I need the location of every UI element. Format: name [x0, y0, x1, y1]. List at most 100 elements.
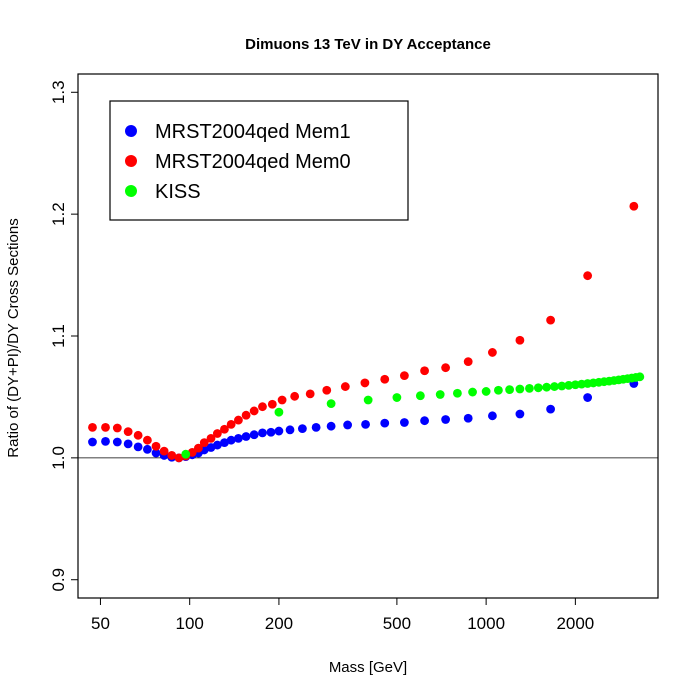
data-point: [305, 389, 315, 399]
chart-title: Dimuons 13 TeV in DY Acceptance: [245, 36, 491, 53]
data-point: [533, 383, 543, 393]
data-point: [88, 422, 97, 432]
data-point: [546, 404, 555, 414]
y-tick-label: 1.3: [49, 80, 68, 104]
data-point: [635, 372, 645, 382]
data-point: [441, 415, 451, 424]
data-point: [343, 420, 353, 430]
data-point: [435, 390, 445, 399]
data-point: [583, 393, 593, 402]
data-point: [546, 315, 555, 325]
data-point: [481, 387, 491, 396]
legend-marker: [125, 185, 137, 197]
x-axis: 50 100 200 500 1000 2000: [91, 598, 594, 633]
y-tick-label: 1.0: [49, 446, 68, 470]
data-point: [550, 382, 559, 391]
data-point: [151, 448, 161, 458]
data-point: [112, 437, 122, 447]
legend-items: MRST2004qed Mem1 MRST2004qed Mem0 KISS: [125, 121, 351, 203]
data-point: [452, 388, 462, 398]
data-point: [340, 382, 350, 391]
data-point: [311, 422, 321, 432]
data-point: [151, 441, 161, 451]
data-point: [234, 415, 243, 425]
data-point: [326, 399, 336, 409]
x-tick-label: 100: [175, 614, 203, 633]
data-point: [420, 366, 429, 376]
data-point: [441, 363, 451, 373]
data-point: [380, 418, 390, 428]
x-tick-label: 1000: [467, 614, 505, 633]
data-point: [193, 443, 203, 453]
data-point: [258, 402, 267, 412]
legend: MRST2004qed Mem1 MRST2004qed Mem0 KISS: [109, 100, 409, 221]
data-point: [142, 444, 152, 454]
data-point: [468, 387, 477, 397]
legend-box: [109, 100, 409, 221]
data-point: [241, 410, 251, 420]
data-point: [174, 453, 184, 463]
data-point: [88, 437, 97, 447]
data-point: [415, 391, 425, 401]
data-point: [420, 416, 429, 426]
data-point: [142, 435, 152, 445]
data-point: [399, 418, 409, 427]
data-point: [380, 374, 390, 384]
data-point: [267, 399, 277, 409]
data-point: [583, 271, 593, 281]
series-kiss: [181, 372, 645, 459]
data-point: [525, 384, 534, 393]
x-tick-label: 2000: [556, 614, 594, 633]
data-point: [241, 432, 251, 441]
data-point: [101, 422, 110, 432]
legend-label: MRST2004qed Mem1: [155, 121, 351, 143]
data-point: [220, 424, 229, 434]
data-point: [363, 395, 373, 405]
y-tick-label: 1.2: [49, 202, 68, 226]
data-point: [167, 451, 177, 460]
data-point: [112, 423, 122, 433]
data-point: [515, 409, 525, 419]
data-points-layer: [88, 201, 645, 463]
data-point: [133, 442, 143, 452]
data-point: [249, 430, 259, 440]
data-point: [392, 393, 402, 402]
data-point: [212, 429, 222, 438]
data-point: [123, 439, 133, 449]
data-point: [542, 382, 552, 392]
data-point: [564, 380, 574, 390]
data-point: [515, 335, 525, 345]
data-point: [322, 385, 332, 395]
data-point: [463, 413, 473, 423]
data-point: [360, 378, 370, 388]
y-axis: 0.9 1.0 1.1 1.2 1.3: [49, 80, 78, 592]
data-point: [399, 371, 409, 381]
data-point: [234, 433, 243, 443]
data-point: [226, 419, 236, 429]
data-point: [463, 357, 473, 366]
data-point: [629, 201, 639, 211]
data-point: [505, 385, 515, 395]
y-tick-label: 0.9: [49, 568, 68, 592]
data-point: [220, 438, 229, 448]
data-point: [199, 438, 209, 448]
legend-marker: [125, 125, 137, 137]
series-mrst2004qed-mem0: [88, 201, 639, 463]
legend-label: MRST2004qed Mem0: [155, 151, 351, 173]
x-axis-label: Mass [GeV]: [329, 659, 407, 676]
legend-label: KISS: [155, 181, 201, 203]
y-axis-label: Ratio of (DY+PI)/DY Cross Sections: [5, 218, 22, 457]
data-point: [274, 426, 284, 436]
x-tick-label: 500: [383, 614, 411, 633]
data-point: [101, 437, 110, 446]
data-point: [290, 391, 300, 401]
data-point: [258, 428, 267, 438]
data-point: [206, 433, 216, 443]
data-point: [488, 411, 497, 421]
data-point: [212, 440, 222, 450]
data-point: [266, 427, 276, 437]
x-tick-label: 50: [91, 614, 110, 633]
data-point: [274, 407, 284, 417]
data-point: [123, 427, 133, 437]
